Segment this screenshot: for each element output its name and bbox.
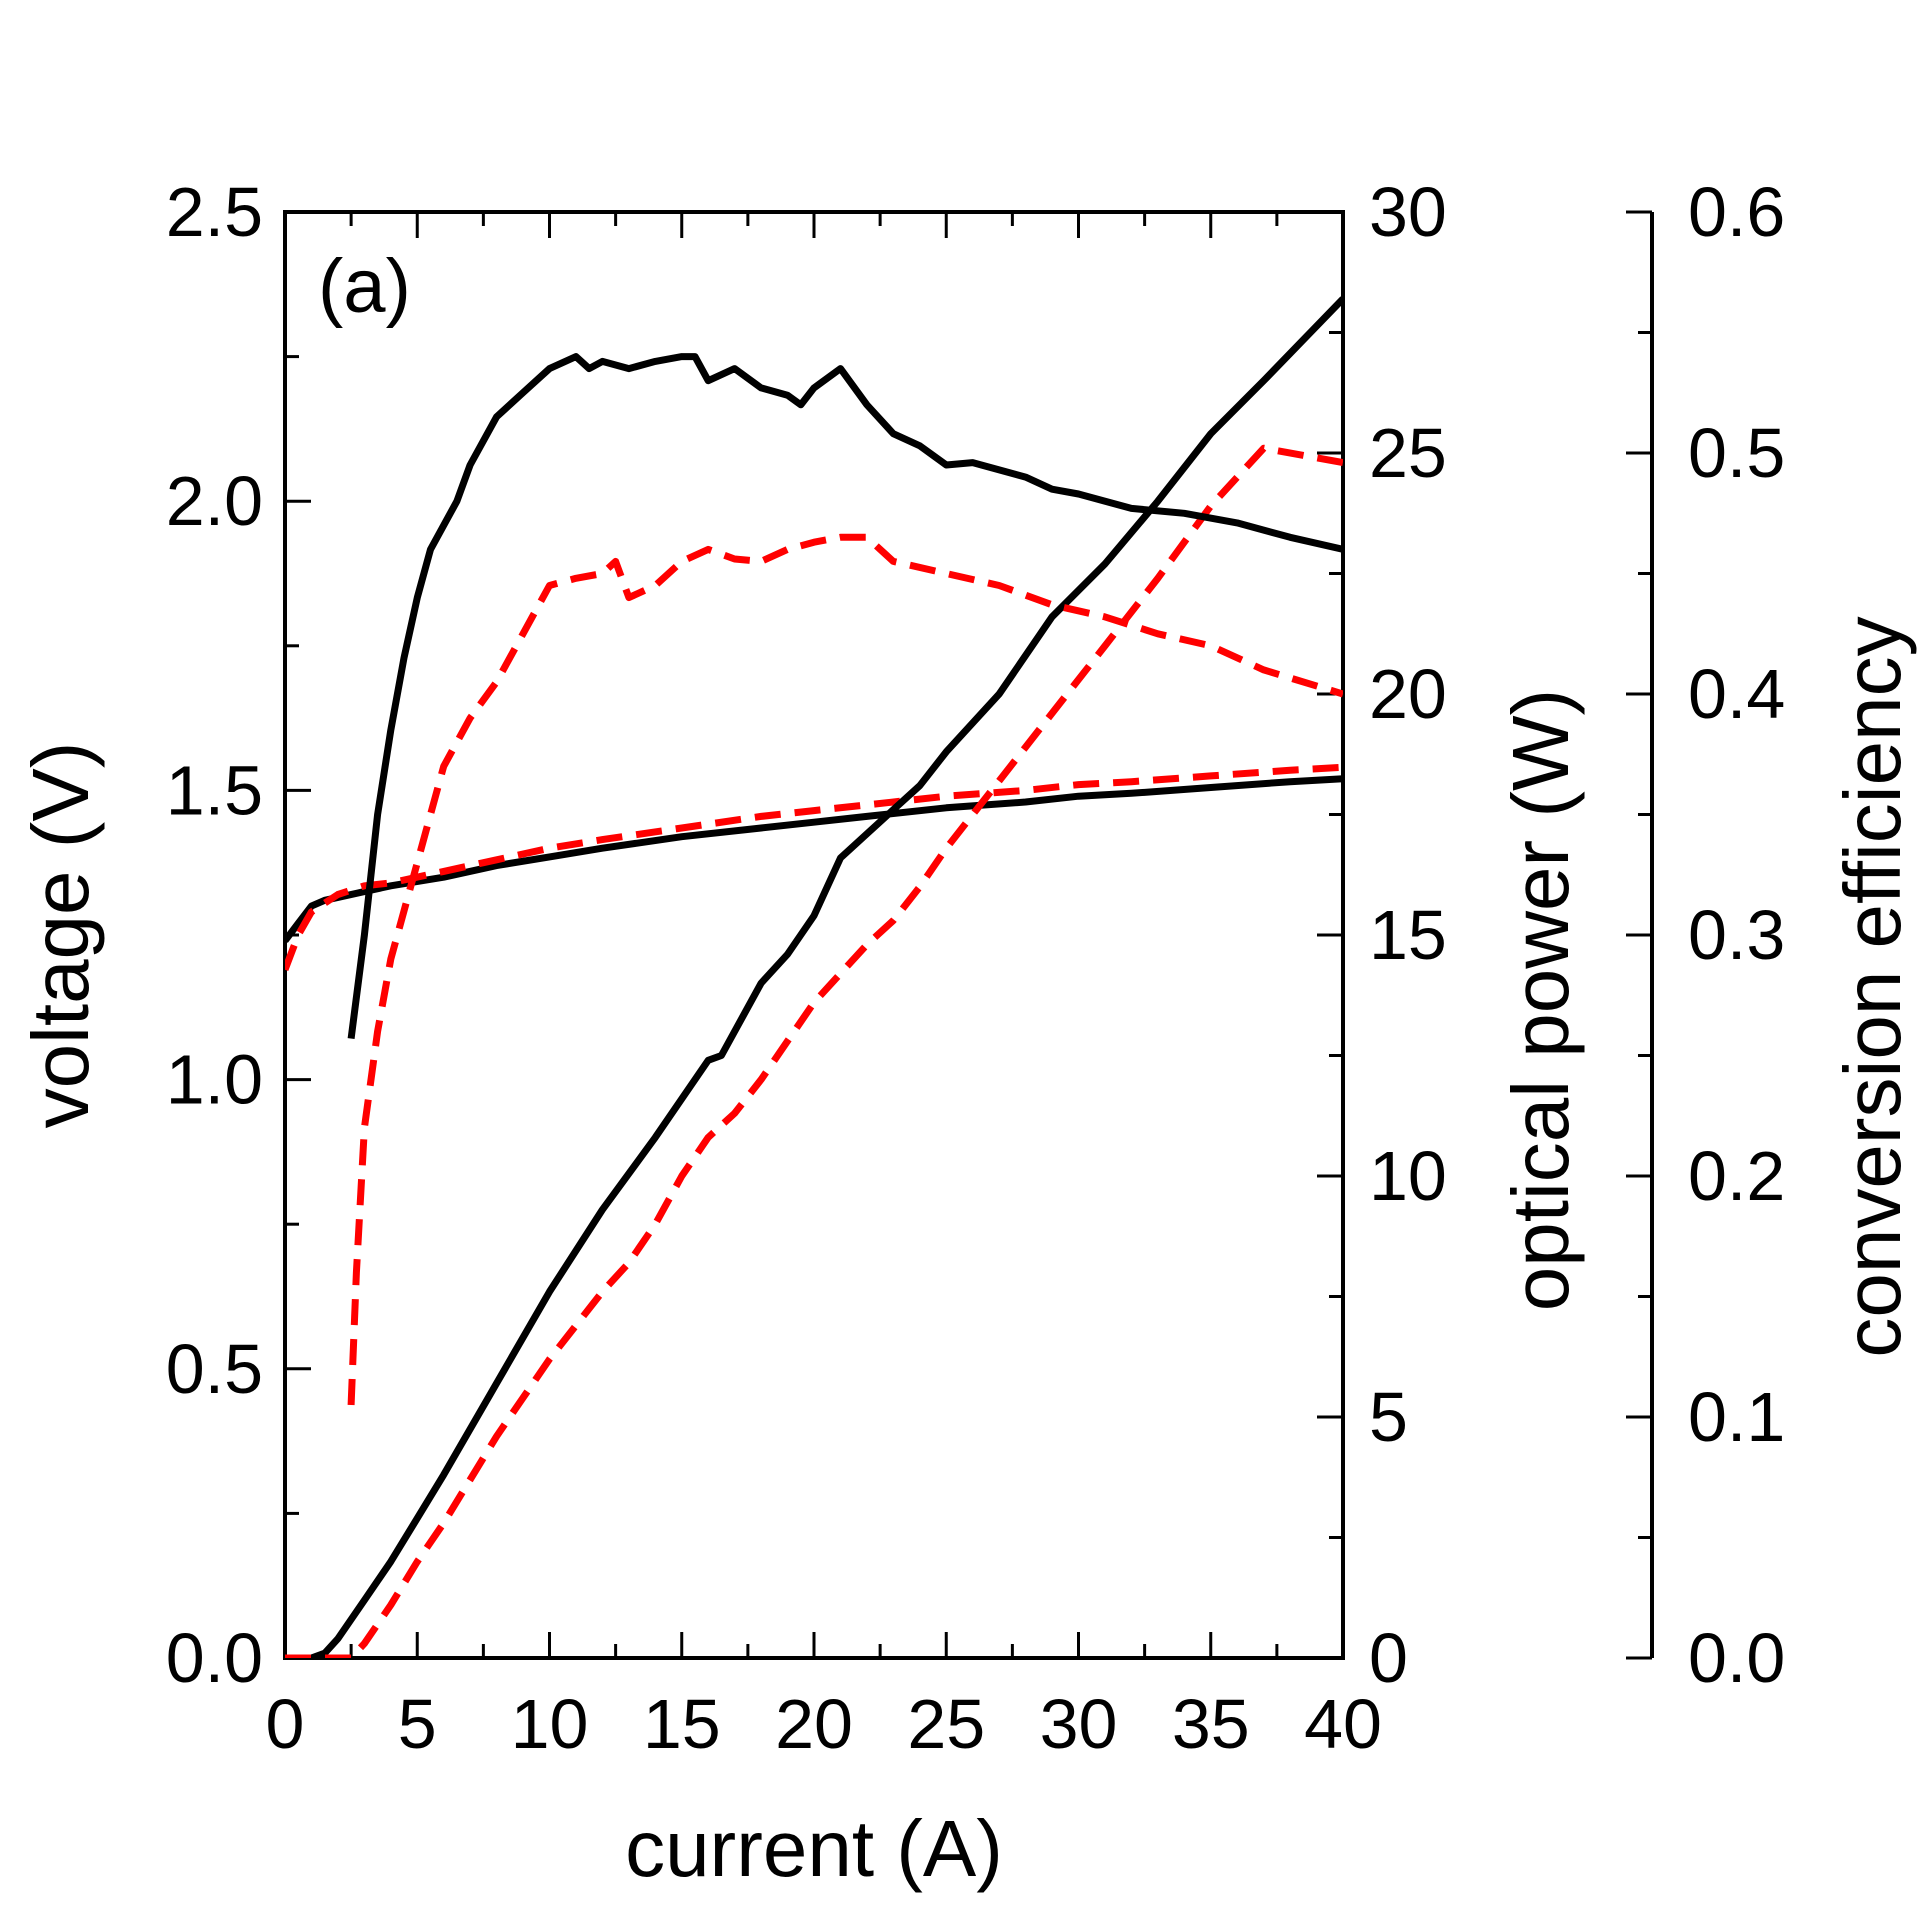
- y-right2-tick-label: 0.5: [1688, 414, 1785, 492]
- series-line-optical_power-red-dashed: [285, 444, 1343, 1658]
- y-axis-title-voltage: voltage (V): [16, 742, 105, 1129]
- plot-frame: [283, 210, 1345, 1660]
- y-right2-tick-label: 0.6: [1688, 173, 1785, 251]
- tick-marks: [283, 210, 1654, 1660]
- y-right2-tick-label: 0.0: [1688, 1619, 1785, 1697]
- x-axis-title: current (A): [625, 1804, 1003, 1893]
- y-right1-tick-label: 20: [1369, 655, 1447, 733]
- y-left-tick-label: 2.0: [166, 462, 263, 540]
- y-right1-tick-label: 15: [1369, 896, 1447, 974]
- y-right2-tick-label: 0.3: [1688, 896, 1785, 974]
- x-tick-label: 40: [1304, 1685, 1382, 1763]
- series-line-voltage-red-dashed: [285, 763, 1343, 971]
- y-right1-tick-label: 25: [1369, 414, 1447, 492]
- x-tick-label: 5: [398, 1685, 437, 1763]
- y-left-tick-label: 0.5: [166, 1330, 263, 1408]
- panel-label: (a): [318, 244, 411, 329]
- y-right1-tick-label: 5: [1369, 1378, 1408, 1456]
- x-tick-label: 10: [511, 1685, 589, 1763]
- y-right1-tick-label: 10: [1369, 1137, 1447, 1215]
- y-left-tick-label: 1.5: [166, 751, 263, 829]
- series-line-optical_power-black-solid: [285, 296, 1343, 1658]
- x-tick-label: 25: [907, 1685, 985, 1763]
- y-left-tick-label: 0.0: [166, 1619, 263, 1697]
- y-right2-tick-label: 0.2: [1688, 1137, 1785, 1215]
- x-tick-label: 20: [775, 1685, 853, 1763]
- y-right1-tick-label: 30: [1369, 173, 1447, 251]
- tick-labels: 0 5 10 15 20 25 30 35 40 0.0 0.5 1.0 1.5 2.0 2.5 0 5 10 15…: [166, 173, 1786, 1763]
- x-tick-label: 0: [266, 1685, 305, 1763]
- x-tick-label: 30: [1040, 1685, 1118, 1763]
- series-line-efficiency-black-solid: [347, 353, 1343, 1040]
- y-left-tick-label: 2.5: [166, 173, 263, 251]
- series-layer: [285, 296, 1343, 1658]
- y-right1-tick-label: 0: [1369, 1619, 1408, 1697]
- x-tick-label: 35: [1172, 1685, 1250, 1763]
- y-left-tick-label: 1.0: [166, 1041, 263, 1119]
- series-line-efficiency-red-dashed: [347, 533, 1343, 1406]
- x-tick-label: 15: [643, 1685, 721, 1763]
- y-axis-title-conversion-efficiency: conversion efficiency: [1828, 616, 1917, 1357]
- y-right2-tick-label: 0.1: [1688, 1378, 1785, 1456]
- y-right2-tick-label: 0.4: [1688, 655, 1785, 733]
- y-axis-title-optical-power: optical power (W): [1496, 689, 1585, 1311]
